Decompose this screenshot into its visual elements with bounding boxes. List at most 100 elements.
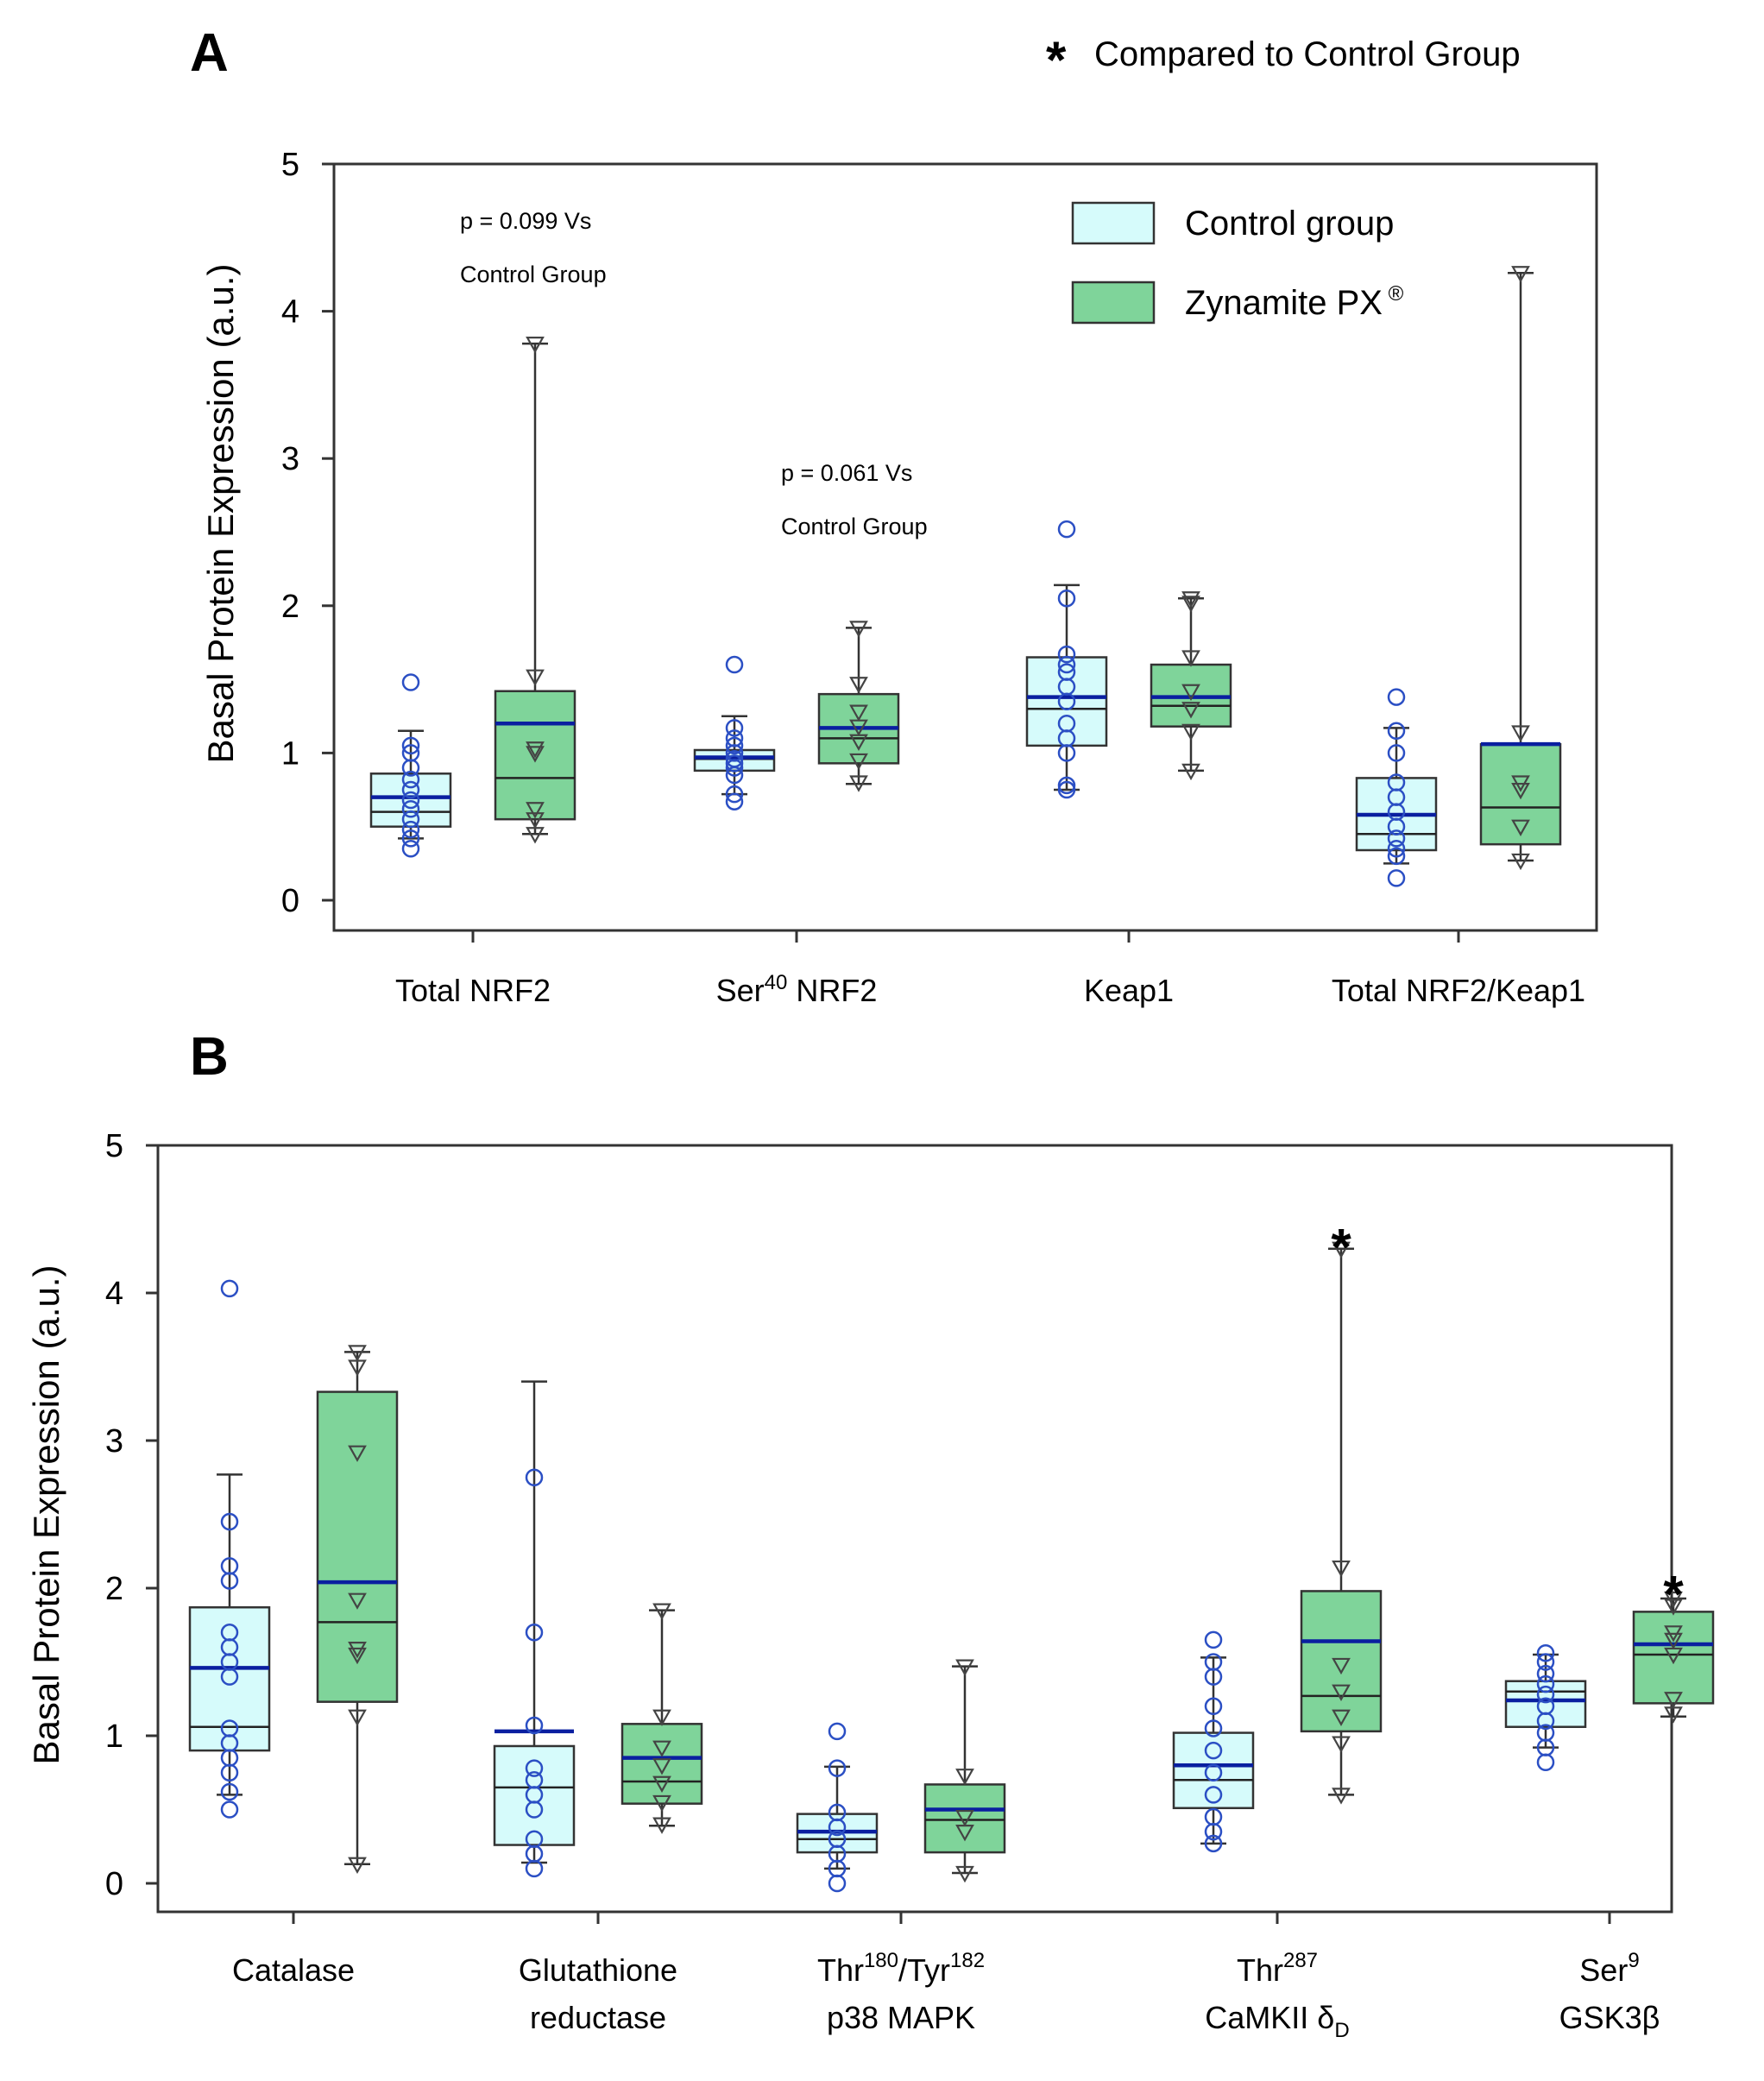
data-point-triangle bbox=[1181, 684, 1200, 701]
data-point-circle bbox=[828, 1830, 847, 1848]
data-point-circle bbox=[1204, 1741, 1223, 1760]
category-superscript: 40 bbox=[765, 971, 788, 994]
data-point-circle bbox=[1387, 840, 1406, 858]
y-tick-label: 2 bbox=[105, 1571, 123, 1607]
category-text: Ser bbox=[1579, 1952, 1628, 1988]
data-point-circle bbox=[725, 792, 744, 810]
data-point-triangle bbox=[348, 1592, 367, 1610]
data-point-circle bbox=[725, 749, 744, 768]
data-point-triangle bbox=[1181, 723, 1200, 741]
data-point-triangle bbox=[1511, 725, 1530, 742]
data-point-triangle bbox=[348, 1709, 367, 1727]
header-note: Compared to Control Group bbox=[1094, 35, 1521, 73]
data-point-circle bbox=[220, 1512, 239, 1531]
category-superscript: 182 bbox=[950, 1949, 985, 1972]
p-value-annotation: p = 0.061 Vs bbox=[781, 460, 912, 486]
p-value-annotation: Control Group bbox=[781, 514, 928, 539]
x-category-label-line2: p38 MAPK bbox=[827, 2000, 975, 2035]
data-point-circle bbox=[401, 770, 420, 789]
data-point-triangle bbox=[1511, 819, 1530, 836]
x-category-label: Total NRF2 bbox=[395, 973, 551, 1008]
data-point-circle bbox=[1536, 1643, 1555, 1662]
data-point-circle bbox=[1057, 780, 1076, 799]
x-category-label: Ser40 NRF2 bbox=[716, 971, 878, 1008]
y-tick-label: 2 bbox=[281, 589, 299, 625]
category-text: reductase bbox=[530, 2000, 666, 2035]
data-point-circle bbox=[401, 799, 420, 818]
treatment-box bbox=[923, 1659, 1006, 1883]
control-box bbox=[1172, 1630, 1255, 1853]
data-point-circle bbox=[401, 820, 420, 839]
data-point-triangle bbox=[1511, 782, 1530, 800]
data-point-triangle bbox=[652, 1603, 671, 1620]
data-point-circle bbox=[401, 673, 420, 691]
category-text: Thr bbox=[1237, 1952, 1283, 1988]
treatment-box bbox=[316, 1345, 399, 1875]
p-value-annotation: p = 0.099 Vs bbox=[460, 208, 591, 234]
data-point-circle bbox=[1057, 655, 1076, 674]
data-point-circle bbox=[1536, 1753, 1555, 1772]
data-point-triangle bbox=[348, 1642, 367, 1659]
plot-frame bbox=[156, 1144, 1673, 1914]
category-text: Thr bbox=[817, 1952, 864, 1988]
box-iqr bbox=[316, 1390, 399, 1703]
box-iqr bbox=[188, 1605, 271, 1752]
y-tick-label: 0 bbox=[105, 1866, 123, 1902]
data-point-triangle bbox=[526, 812, 545, 829]
data-point-triangle bbox=[1664, 1599, 1683, 1616]
p-value-annotation: Control Group bbox=[460, 262, 607, 287]
category-superscript: 287 bbox=[1283, 1949, 1318, 1972]
data-point-circle bbox=[220, 1557, 239, 1575]
control-box bbox=[1504, 1643, 1587, 1772]
x-category-label-line2: GSK3β bbox=[1559, 2000, 1660, 2035]
data-point-triangle bbox=[1332, 1709, 1351, 1727]
data-point-triangle bbox=[1332, 1657, 1351, 1675]
box-iqr bbox=[923, 1783, 1006, 1854]
data-point-circle bbox=[525, 1771, 544, 1789]
data-point-circle bbox=[1387, 744, 1406, 762]
data-point-circle bbox=[525, 1759, 544, 1777]
control-box bbox=[1025, 520, 1108, 799]
data-point-triangle bbox=[652, 1740, 671, 1757]
legend-swatch bbox=[1071, 201, 1156, 245]
treatment-box bbox=[1632, 1591, 1715, 1724]
data-point-triangle bbox=[1511, 266, 1530, 283]
data-point-triangle bbox=[849, 704, 868, 722]
data-point-triangle bbox=[652, 1758, 671, 1775]
legend-swatch bbox=[1071, 281, 1156, 325]
data-point-triangle bbox=[1664, 1632, 1683, 1650]
box-iqr bbox=[1172, 1731, 1255, 1810]
control-box bbox=[188, 1279, 271, 1819]
data-point-circle bbox=[401, 744, 420, 762]
data-point-triangle bbox=[1332, 1560, 1351, 1578]
data-point-circle bbox=[1204, 1786, 1223, 1804]
data-point-circle bbox=[401, 840, 420, 858]
x-category-label: Thr287 bbox=[1237, 1949, 1318, 1988]
significance-star: * bbox=[1663, 1565, 1684, 1623]
data-point-triangle bbox=[1332, 1736, 1351, 1753]
category-text: p38 MAPK bbox=[827, 2000, 975, 2035]
data-point-circle bbox=[1536, 1685, 1555, 1704]
data-point-circle bbox=[1204, 1763, 1223, 1781]
data-point-circle bbox=[725, 736, 744, 755]
data-point-circle bbox=[1057, 590, 1076, 608]
data-point-circle bbox=[1057, 663, 1076, 681]
category-subscript: D bbox=[1334, 2019, 1349, 2042]
category-text: GSK3β bbox=[1559, 2000, 1660, 2035]
data-point-triangle bbox=[955, 1809, 974, 1827]
legend-superscript: ® bbox=[1383, 282, 1404, 306]
y-tick-label: 5 bbox=[105, 1128, 123, 1164]
data-point-triangle bbox=[526, 802, 545, 819]
data-point-triangle bbox=[849, 621, 868, 638]
treatment-box bbox=[494, 337, 576, 844]
data-point-circle bbox=[1387, 829, 1406, 848]
data-point-circle bbox=[525, 1468, 544, 1486]
data-point-triangle bbox=[652, 1709, 671, 1727]
data-point-triangle bbox=[1511, 853, 1530, 871]
panel-a: 0 1 2 3 4 5 Basal Protein Expression (a.u.) Tot… bbox=[200, 147, 1598, 1008]
data-point-circle bbox=[725, 729, 744, 747]
data-point-circle bbox=[1204, 1719, 1223, 1737]
data-point-circle bbox=[1204, 1697, 1223, 1716]
panel-a-letter: A bbox=[190, 23, 229, 83]
